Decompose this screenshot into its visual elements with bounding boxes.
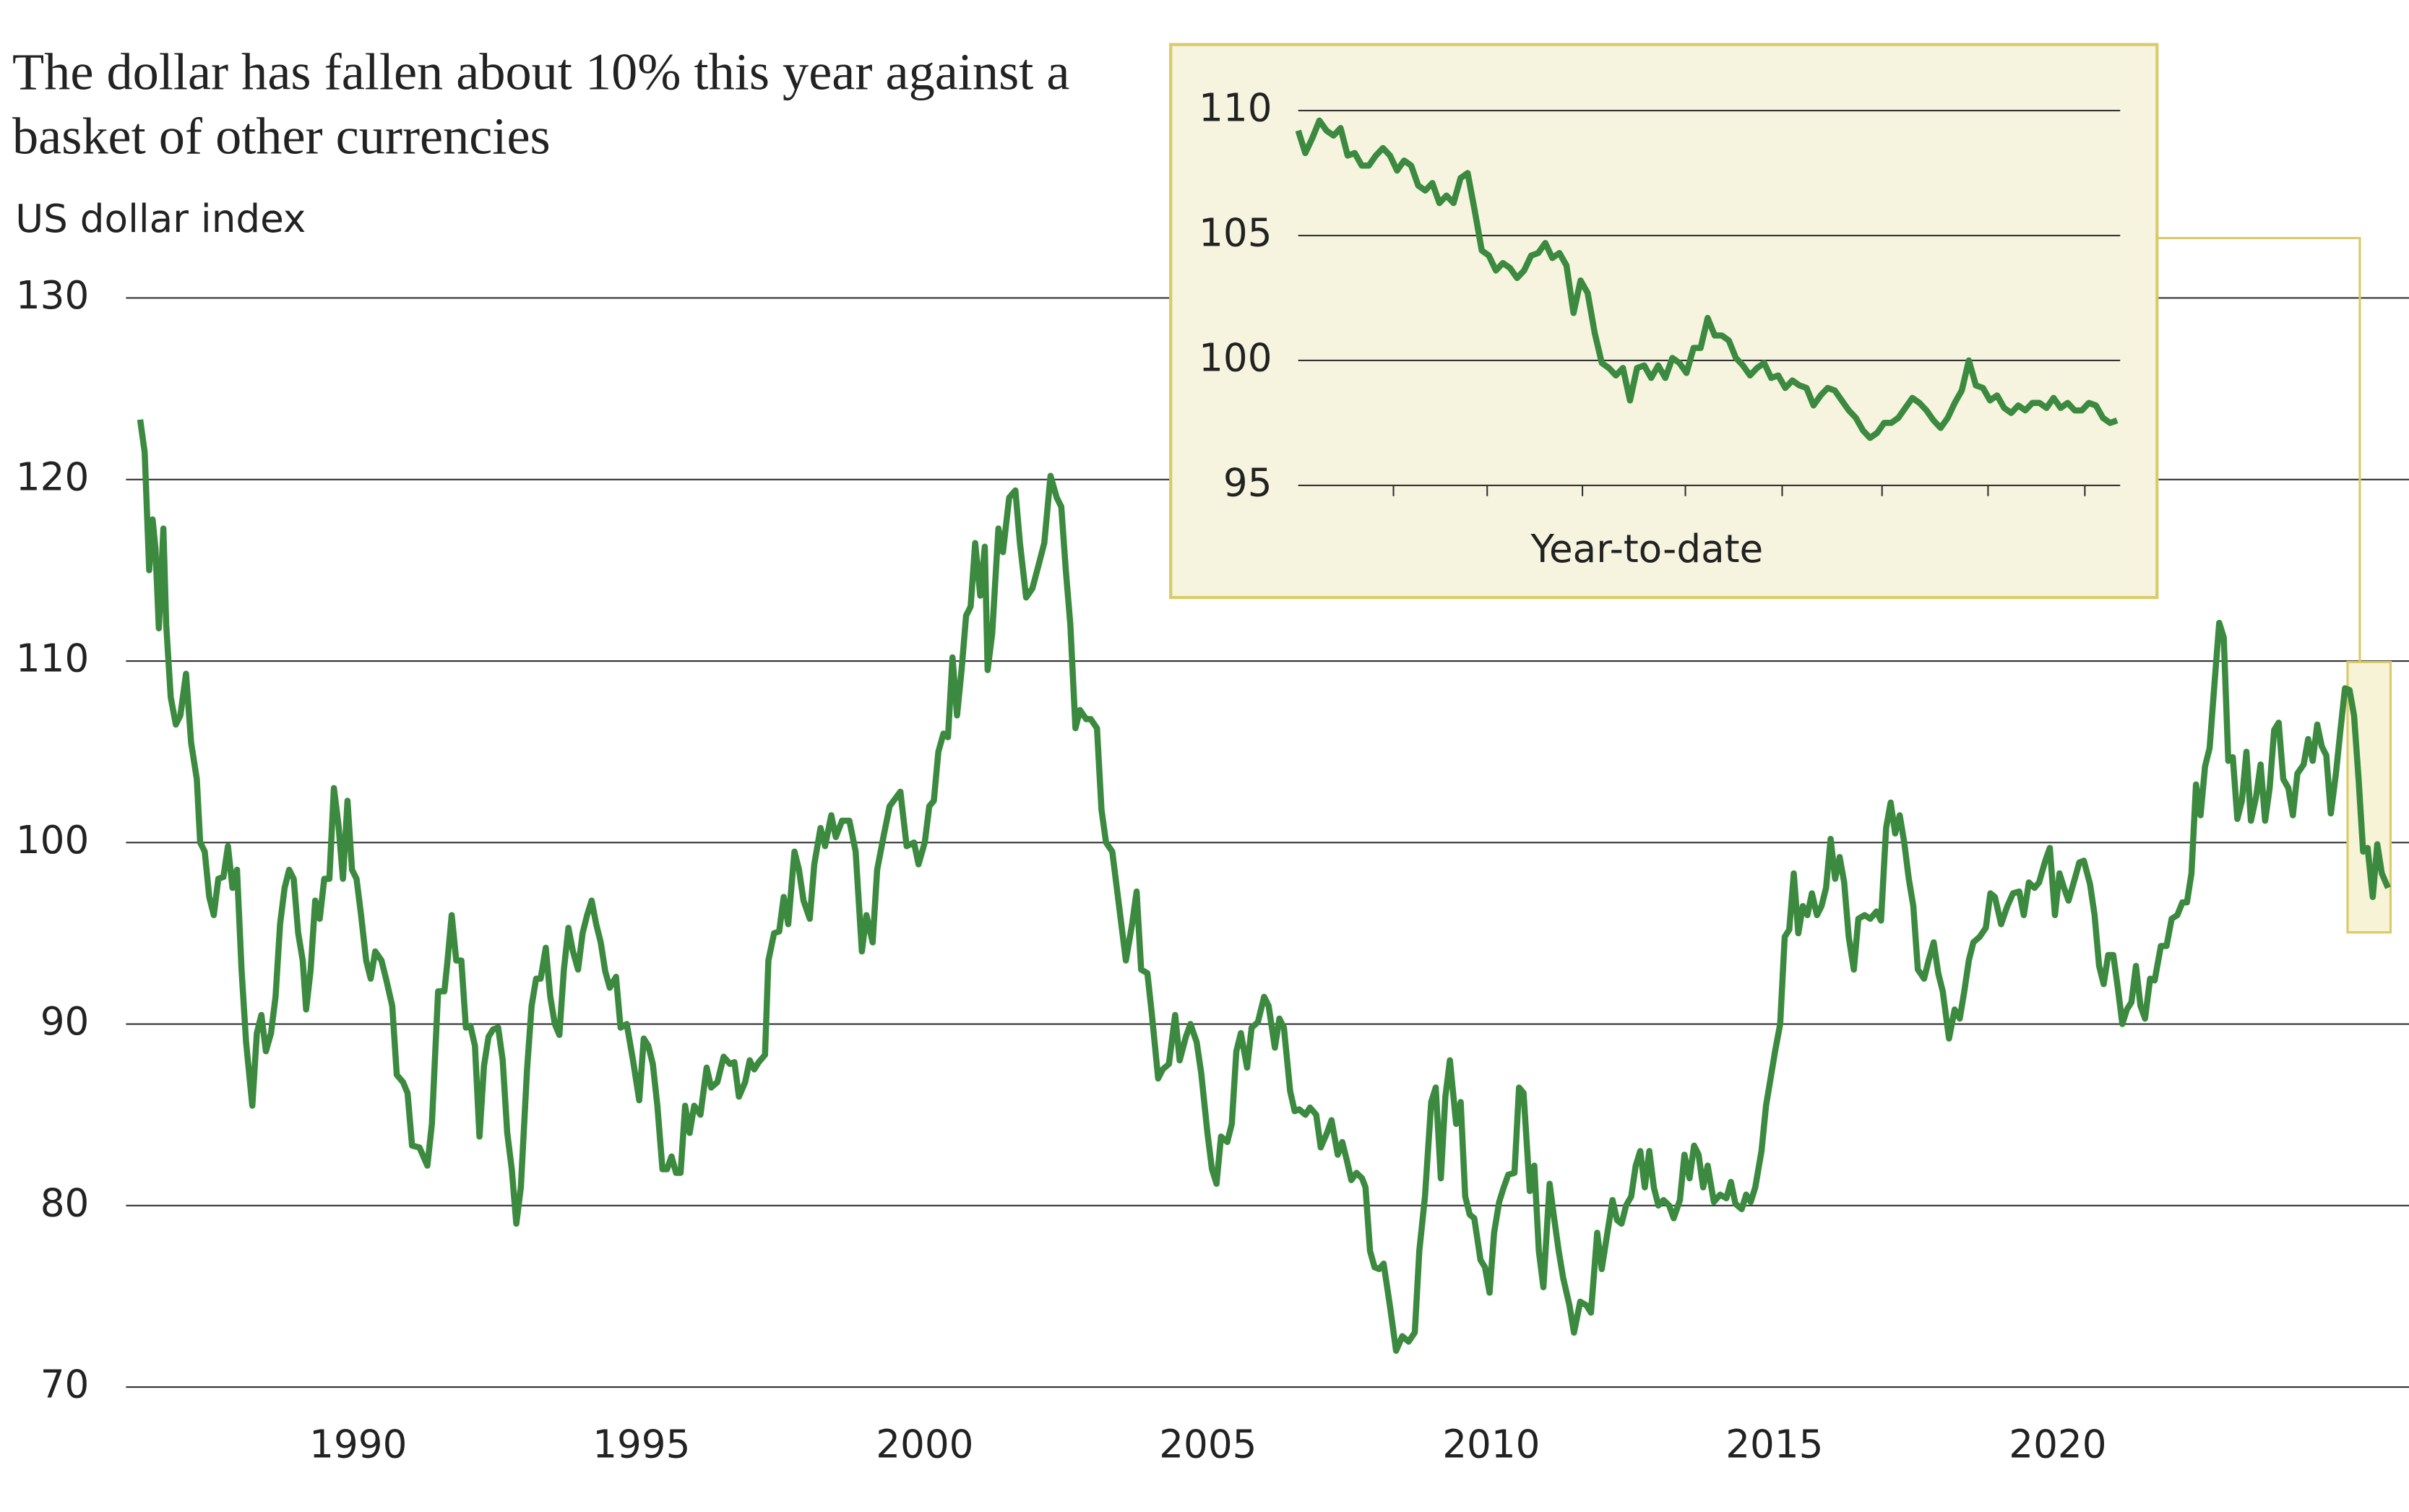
- x-tick-label: 1990: [309, 1422, 407, 1467]
- x-tick-label: 1995: [592, 1422, 690, 1467]
- data-line: [137, 419, 2391, 1355]
- chart-title: The dollar has fallen about 10% this yea…: [12, 44, 1070, 166]
- data-line: [1295, 117, 2119, 441]
- y-axis-label: US dollar index: [15, 196, 306, 241]
- y-tick-label: 105: [1199, 211, 1272, 256]
- y-tick-label: 130: [16, 273, 89, 318]
- x-tick-label: 2020: [2009, 1422, 2106, 1467]
- x-tick-label: 2000: [876, 1422, 973, 1467]
- y-tick-label: 100: [16, 818, 89, 863]
- y-tick-label: 110: [16, 636, 89, 681]
- x-tick-label: 2005: [1159, 1422, 1257, 1467]
- y-tick-label: 100: [1199, 336, 1272, 381]
- y-tick-label: 95: [1223, 461, 1272, 506]
- connector: [2157, 236, 2361, 662]
- inset-chart: Year-to-date 95 100 105 110: [1199, 86, 2121, 571]
- x-tick-label: 2010: [1442, 1422, 1540, 1467]
- y-tick-label: 90: [40, 999, 90, 1044]
- inset-x-label: Year-to-date: [1530, 527, 1764, 571]
- y-tick-label: 70: [40, 1362, 90, 1407]
- main-line-layer: [137, 419, 2391, 1355]
- x-tick-label: 2015: [1725, 1422, 1823, 1467]
- y-tick-label: 110: [1199, 86, 1272, 131]
- y-tick-label: 80: [40, 1180, 90, 1225]
- y-tick-label: 120: [16, 454, 89, 499]
